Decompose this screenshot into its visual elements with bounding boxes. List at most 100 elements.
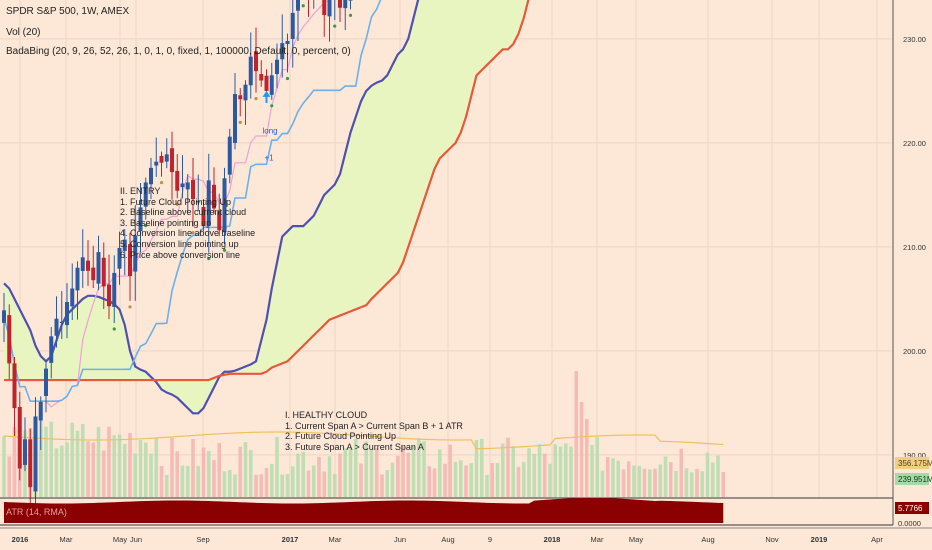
volume-bar xyxy=(490,463,495,497)
signal-dot xyxy=(285,76,290,81)
volume-bar xyxy=(527,448,531,497)
candle-body xyxy=(322,0,327,15)
candle-body xyxy=(86,260,90,271)
volume-bar xyxy=(395,455,400,497)
volume-bar xyxy=(128,433,132,497)
candle-body xyxy=(290,12,295,39)
cloud-fill xyxy=(4,0,529,414)
volume-bar xyxy=(663,456,668,497)
candle-body xyxy=(2,310,6,323)
volume-bar xyxy=(658,464,663,497)
candle-body xyxy=(28,439,33,488)
volume-bar xyxy=(59,445,64,497)
annotation-line: 5. Conversion line pointing up xyxy=(120,238,239,249)
volume-bar xyxy=(637,465,642,497)
candle-body xyxy=(23,439,27,465)
volume-bar xyxy=(233,474,237,497)
volume-bar xyxy=(222,471,227,497)
signal-dot xyxy=(333,24,337,28)
volume-bar xyxy=(117,434,122,497)
x-tick-label: Mar xyxy=(329,535,342,544)
volume-bar xyxy=(154,437,159,497)
signal-dot xyxy=(238,120,242,124)
volume-bar xyxy=(422,441,426,497)
volume-bar xyxy=(653,468,657,497)
candle-body xyxy=(180,183,185,188)
volume-bar xyxy=(695,468,699,497)
volume-bar xyxy=(542,453,547,497)
x-tick-label: May xyxy=(113,535,127,544)
candle-body xyxy=(117,247,122,269)
candle-body xyxy=(259,74,264,81)
volume-bar xyxy=(306,470,311,497)
volume-bar xyxy=(642,468,647,497)
volume-bar xyxy=(248,450,253,497)
volume-bar xyxy=(49,421,54,497)
volume-bar xyxy=(427,466,432,497)
volume-bar xyxy=(275,437,279,497)
volume-bar xyxy=(474,439,479,497)
candle-body xyxy=(217,211,222,231)
annotation-line: 3. Future Span A > Current Span A xyxy=(285,441,424,452)
volume-bar xyxy=(495,463,500,497)
candle-body xyxy=(285,41,290,45)
candle-body xyxy=(80,257,85,271)
volume-bar xyxy=(143,442,148,497)
volume-bar xyxy=(317,456,321,497)
volume-bar xyxy=(243,441,248,497)
signal-dot xyxy=(191,231,195,235)
volume-bar xyxy=(385,470,390,497)
volume-bar xyxy=(621,469,626,497)
atr-zero-label: 0.0000 xyxy=(898,519,921,528)
volume-bar xyxy=(196,465,201,497)
volume-bar xyxy=(217,443,222,497)
volume-bar xyxy=(101,450,106,497)
signal-dot xyxy=(222,248,227,252)
candle-body xyxy=(7,315,12,364)
volume-bar xyxy=(65,442,69,497)
volume-tag-label: 356.175M xyxy=(898,459,932,468)
volume-bar xyxy=(469,463,474,497)
candle-body xyxy=(196,201,201,203)
candle-body xyxy=(175,170,180,191)
volume-bar xyxy=(553,444,558,497)
volume-bar xyxy=(716,455,720,497)
candle-body xyxy=(91,267,96,281)
volume-bar xyxy=(521,461,526,497)
volume-bar xyxy=(369,449,374,497)
annotation-line: 6. Price above conversion line xyxy=(120,249,241,260)
volume-bar xyxy=(647,469,652,497)
chart-title: SPDR S&P 500, 1W, AMEX xyxy=(6,6,130,17)
volume-bar xyxy=(170,437,174,497)
volume-bar xyxy=(432,468,437,497)
volume-bar xyxy=(506,437,510,497)
y-tick-label: 220.00 xyxy=(903,139,926,148)
candle-body xyxy=(65,302,69,326)
volume-bar xyxy=(38,420,43,497)
volume-bar xyxy=(212,459,216,497)
candle-body xyxy=(348,0,353,1)
candle-body xyxy=(206,180,211,226)
candle-body xyxy=(12,363,17,409)
volume-bar xyxy=(721,472,726,497)
volume-bar xyxy=(590,445,594,497)
volume-bar xyxy=(674,471,678,497)
volume-bar xyxy=(500,443,505,497)
volume-bar xyxy=(401,446,405,497)
volume-bar xyxy=(175,451,180,497)
span-a-line xyxy=(3,0,420,415)
volume-bar xyxy=(416,438,421,497)
x-tick-label: Sep xyxy=(196,535,209,544)
volume-bar xyxy=(322,471,327,497)
x-tick-label: Nov xyxy=(765,535,779,544)
volume-bar xyxy=(149,453,153,497)
volume-legend: Vol (20) xyxy=(6,27,41,38)
candle-body xyxy=(112,272,117,307)
volume-bar xyxy=(380,474,384,497)
long-label: long xyxy=(263,127,278,136)
annotation-line: 1. Current Span A > Current Span B + 1 A… xyxy=(285,420,463,431)
atr-tag xyxy=(895,502,929,514)
ichimoku-cloud xyxy=(3,0,530,415)
atr-label: ATR (14, RMA) xyxy=(6,507,67,517)
